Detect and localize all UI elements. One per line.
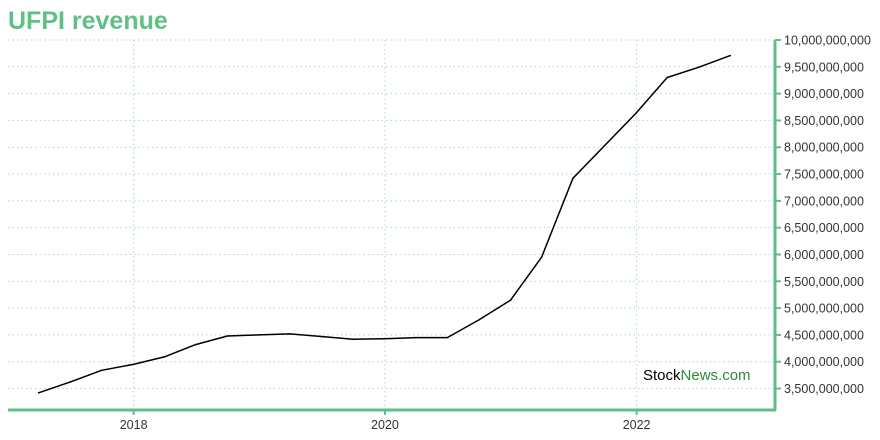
- data-point: [415, 336, 417, 339]
- y-tick-label: 5,000,000,000: [784, 302, 864, 316]
- vertical-gridlines: [133, 40, 638, 410]
- x-tick-label: 2018: [120, 418, 148, 432]
- chart-axes: [8, 40, 777, 412]
- chart-title: UFPI revenue: [8, 7, 168, 35]
- horizontal-gridlines: [8, 39, 775, 390]
- y-tick-label: 7,000,000,000: [784, 194, 864, 208]
- y-tick-label: 5,500,000,000: [784, 275, 864, 289]
- data-point: [572, 177, 574, 180]
- y-tick-label: 8,000,000,000: [784, 141, 864, 155]
- y-tick-label: 10,000,000,000: [784, 34, 871, 48]
- data-point: [226, 335, 229, 337]
- x-tick-label: 2020: [371, 418, 399, 432]
- y-axis-ticks: 3,500,000,000 4,000,000,000 4,500,000,000 5…: [775, 34, 871, 396]
- data-point: [478, 319, 480, 321]
- data-point: [69, 381, 71, 383]
- data-point: [509, 299, 512, 301]
- data-point: [603, 144, 606, 147]
- data-point: [352, 338, 354, 341]
- data-point: [729, 54, 731, 57]
- watermark-stock: Stock: [643, 367, 681, 384]
- y-tick-label: 6,000,000,000: [784, 248, 864, 262]
- series-line: [38, 54, 731, 394]
- series-layer: [37, 54, 731, 394]
- data-point: [258, 334, 260, 336]
- y-tick-label: 9,000,000,000: [784, 87, 864, 101]
- y-tick-label: 3,500,000,000: [784, 382, 864, 396]
- y-tick-label: 6,500,000,000: [784, 221, 864, 235]
- watermark-com: .com: [718, 367, 751, 384]
- data-point: [100, 369, 103, 372]
- data-point: [446, 336, 449, 339]
- data-point: [194, 343, 197, 346]
- y-tick-label: 7,500,000,000: [784, 168, 864, 182]
- y-tick-label: 8,500,000,000: [784, 114, 864, 128]
- data-point: [132, 363, 135, 366]
- data-point: [163, 356, 166, 358]
- data-point: [37, 392, 40, 394]
- data-point: [697, 66, 700, 69]
- data-point: [666, 76, 668, 79]
- x-axis-ticks: 2018 2020 2022: [120, 410, 651, 432]
- x-tick-label: 2022: [623, 418, 651, 432]
- y-tick-label: 4,500,000,000: [784, 328, 864, 342]
- stocknews-watermark: StockNews.com: [643, 367, 751, 384]
- data-point: [289, 333, 291, 335]
- data-point: [540, 256, 543, 259]
- y-tick-label: 4,000,000,000: [784, 355, 864, 369]
- y-tick-label: 9,500,000,000: [784, 60, 864, 74]
- data-point: [383, 337, 386, 340]
- data-point: [320, 335, 323, 338]
- data-point: [635, 112, 638, 114]
- watermark-news: News: [681, 367, 719, 384]
